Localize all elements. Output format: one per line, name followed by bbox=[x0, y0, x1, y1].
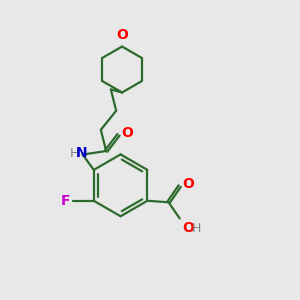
Text: N: N bbox=[75, 146, 87, 161]
Text: O: O bbox=[182, 177, 194, 191]
Text: O: O bbox=[116, 28, 128, 42]
Text: H: H bbox=[70, 147, 79, 160]
Text: O: O bbox=[121, 126, 133, 140]
Text: H: H bbox=[192, 222, 202, 235]
Text: F: F bbox=[61, 194, 70, 208]
Text: O: O bbox=[182, 221, 194, 235]
